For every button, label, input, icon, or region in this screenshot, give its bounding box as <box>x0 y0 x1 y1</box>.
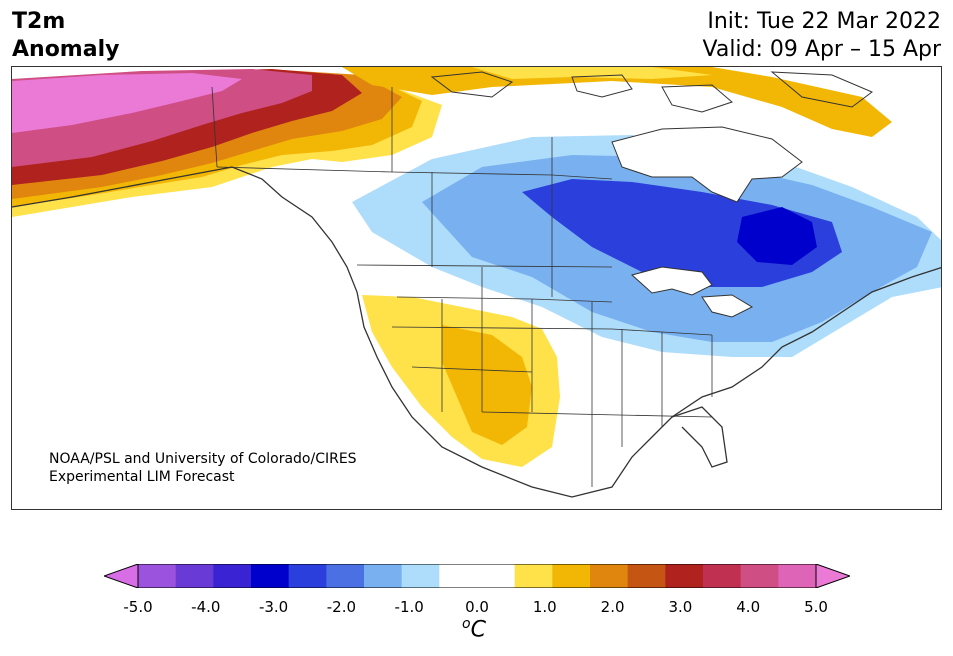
colorbar-tick-label: -3.0 <box>258 598 289 616</box>
colorbar-swatch <box>477 564 516 588</box>
colorbar-swatch <box>514 564 553 588</box>
colorbar-swatch <box>627 564 666 588</box>
arctic-islands <box>430 71 873 113</box>
colorbar-tick-label: -5.0 <box>123 598 153 616</box>
colorbar-swatch <box>665 564 704 588</box>
colorbar-tick-label: -2.0 <box>326 598 357 616</box>
colorbar-swatch <box>364 564 403 588</box>
colorbar-tick-labels: -5.0 -4.0 -3.0 -2.0 -1.0 0.0 1.0 2.0 3.0 4.0 5.0 <box>0 598 953 618</box>
colorbar-left-extend-arrow <box>104 564 139 588</box>
map-title: T2m Anomaly <box>12 8 119 64</box>
colorbar-tick-label: -4.0 <box>191 598 221 616</box>
colorbar-swatch <box>439 564 478 588</box>
coastline-florida <box>671 406 728 468</box>
colorbar-swatch <box>703 564 742 588</box>
colorbar-swatch <box>175 564 214 588</box>
colorbar-tick-label: 3.0 <box>668 598 693 616</box>
colorbar-outline <box>137 564 817 588</box>
map-panel <box>11 66 942 510</box>
cold-region-core <box>737 207 817 265</box>
colorbar-unit-label: oC <box>462 616 486 642</box>
credit-text: NOAA/PSL and University of Colorado/CIRE… <box>49 450 357 486</box>
colorbar-tick-label: 1.0 <box>532 598 557 616</box>
colorbar-swatch <box>401 564 440 588</box>
unit-superscript: o <box>462 616 471 632</box>
colorbar-swatch <box>552 564 591 588</box>
title-line-2: Anomaly <box>12 37 120 62</box>
colorbar-swatch <box>138 564 177 588</box>
title-line-1: T2m <box>12 9 66 34</box>
forecast-info: Init: Tue 22 Mar 2022 Valid: 09 Apr – 15… <box>703 8 942 64</box>
colorbar-swatch <box>288 564 327 588</box>
colorbar-tick-label: 4.0 <box>736 598 761 616</box>
colorbar-swatch <box>740 564 779 588</box>
warm-region-arctic <box>342 67 892 137</box>
warm-region-southwest-core <box>442 325 532 445</box>
colorbar-swatches <box>138 564 817 588</box>
warm-region-arctic-yellow <box>472 67 712 79</box>
political-borders <box>211 86 713 487</box>
colorbar-swatch <box>326 564 365 588</box>
coastline-west <box>12 166 941 498</box>
anomaly-map <box>12 67 941 498</box>
unit-letter: C <box>470 617 486 643</box>
great-lakes <box>630 266 754 318</box>
credit-line-1: NOAA/PSL and University of Colorado/CIRE… <box>49 451 357 467</box>
colorbar-tick-label: 0.0 <box>465 598 489 616</box>
hudson-bay <box>611 126 803 203</box>
colorbar-right-extend-arrow <box>815 564 850 588</box>
colorbar-swatch <box>213 564 252 588</box>
colorbar-tick-label: 5.0 <box>804 598 828 616</box>
colorbar-swatch <box>590 564 629 588</box>
colorbar-swatch <box>778 564 817 588</box>
valid-range: Valid: 09 Apr – 15 Apr <box>702 37 942 62</box>
init-date: Init: Tue 22 Mar 2022 <box>707 9 941 34</box>
warm-region-alaska-magenta <box>12 73 242 133</box>
colorbar <box>104 564 850 588</box>
colorbar-tick-label: -1.0 <box>394 598 424 616</box>
colorbar-tick-label: 2.0 <box>600 598 625 616</box>
colorbar-swatch <box>251 564 290 588</box>
credit-line-2: Experimental LIM Forecast <box>49 469 235 485</box>
